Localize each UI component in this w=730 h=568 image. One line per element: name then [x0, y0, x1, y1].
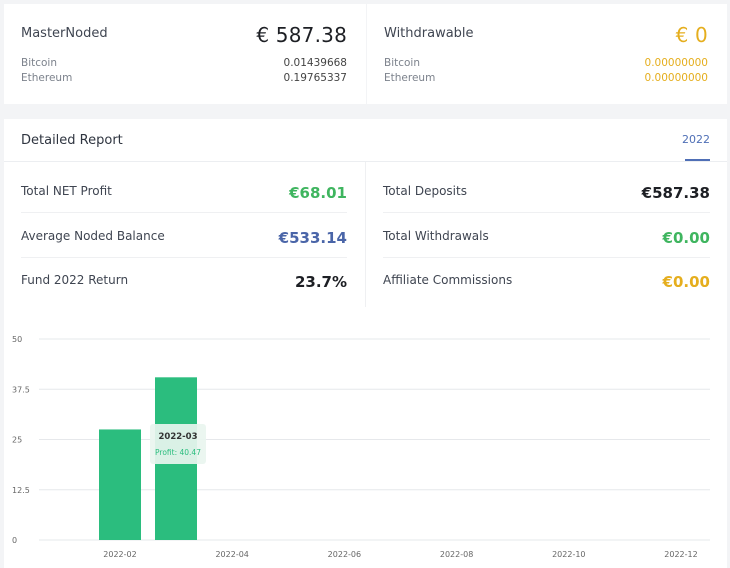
y-tick-label: 50 [12, 335, 22, 344]
row-divider [21, 257, 347, 258]
stat-label: Average Noded Balance [21, 229, 165, 243]
x-tick-label: 2022-02 [103, 550, 136, 559]
coin-value: 0.00000000 [644, 57, 708, 69]
tooltip-label: Profit: 40.47 [155, 448, 201, 457]
masternoded-ethereum-row: Ethereum 0.19765337 [21, 72, 347, 84]
coin-name: Bitcoin [384, 57, 421, 69]
row-divider [383, 257, 710, 258]
withdrawable-ethereum-row: Ethereum 0.00000000 [384, 72, 708, 84]
row-divider [21, 212, 347, 213]
stat-label: Total Withdrawals [383, 229, 489, 243]
stat-value: €533.14 [278, 229, 347, 247]
masternoded-label: MasterNoded [21, 26, 108, 41]
stat-value: €0.00 [662, 229, 710, 247]
header-divider [4, 161, 727, 162]
coin-value: 0.00000000 [644, 72, 708, 84]
bar [99, 429, 141, 540]
withdrawable-total: € 0 [675, 23, 708, 47]
row-divider [383, 212, 710, 213]
tab-year-2022[interactable]: 2022 [682, 133, 710, 146]
profit-bar-chart: 0 12.5 25 37.5 50 2022-02 2022-04 2022-06 2022-0… [12, 335, 710, 559]
y-tick-label: 37.5 [12, 385, 30, 394]
x-tick-label: 2022-08 [440, 550, 473, 559]
tooltip-title: 2022-03 [158, 432, 197, 442]
x-tick-label: 2022-12 [664, 550, 697, 559]
x-tick-label: 2022-10 [552, 550, 585, 559]
x-tick-label: 2022-04 [215, 550, 248, 559]
stat-value: 23.7% [294, 273, 347, 291]
stat-total-deposits: Total Deposits €587.38 [383, 169, 710, 213]
stat-value: €68.01 [289, 184, 347, 202]
x-tick-label: 2022-06 [328, 550, 361, 559]
active-tab-indicator [685, 159, 710, 161]
stat-value: €587.38 [641, 184, 710, 202]
y-tick-label: 0 [12, 536, 17, 545]
report-title: Detailed Report [21, 133, 123, 148]
coin-name: Ethereum [21, 72, 73, 84]
stat-label: Total Deposits [383, 184, 467, 198]
masternoded-total: € 587.38 [256, 23, 347, 47]
tooltip-box [150, 424, 206, 464]
stat-average-noded-balance: Average Noded Balance €533.14 [21, 214, 347, 258]
stat-label: Total NET Profit [21, 184, 112, 198]
coin-name: Bitcoin [21, 57, 58, 69]
masternoded-bitcoin-row: Bitcoin 0.01439668 [21, 57, 347, 69]
stat-total-withdrawals: Total Withdrawals €0.00 [383, 214, 710, 258]
withdrawable-balance-card: Withdrawable € 0 Bitcoin 0.00000000 Ethe… [367, 4, 727, 104]
stat-value: €0.00 [662, 273, 710, 291]
masternoded-balance-card: MasterNoded € 587.38 Bitcoin 0.01439668 … [4, 4, 366, 104]
withdrawable-label: Withdrawable [384, 26, 474, 41]
withdrawable-bitcoin-row: Bitcoin 0.00000000 [384, 57, 708, 69]
coin-value: 0.19765337 [283, 72, 347, 84]
detailed-report-card: Detailed Report 2022 Total NET Profit €6… [4, 119, 727, 568]
stat-total-net-profit: Total NET Profit €68.01 [21, 169, 347, 213]
coin-name: Ethereum [384, 72, 436, 84]
stat-label: Affiliate Commissions [383, 273, 513, 287]
column-divider [365, 162, 366, 307]
stat-affiliate-commissions: Affiliate Commissions €0.00 [383, 258, 710, 302]
stat-fund-return: Fund 2022 Return 23.7% [21, 258, 347, 302]
coin-value: 0.01439668 [283, 57, 347, 69]
y-tick-label: 12.5 [12, 486, 30, 495]
y-tick-label: 25 [12, 436, 22, 445]
stat-label: Fund 2022 Return [21, 273, 129, 287]
